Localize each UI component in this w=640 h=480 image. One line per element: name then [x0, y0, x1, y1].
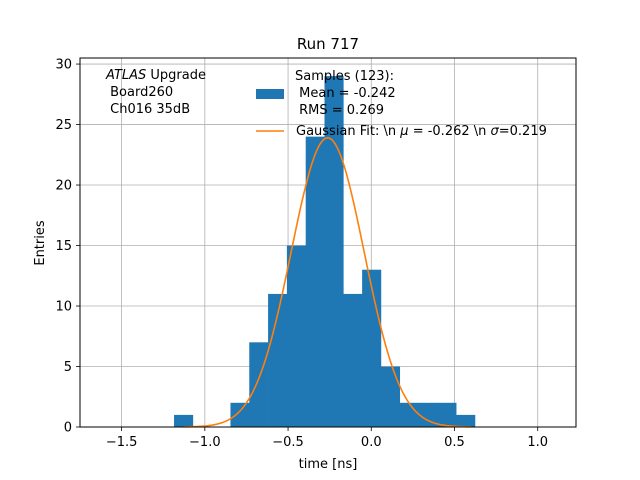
y-tick-label: 30: [55, 58, 72, 73]
legend-fit-sigma-symbol: σ: [491, 124, 500, 139]
fit-curve: [183, 137, 472, 428]
annotation-atlas: ATLAS: [105, 68, 146, 83]
legend-fit-mu-symbol: μ: [399, 124, 408, 139]
y-tick-label: 0: [64, 421, 72, 436]
plot-frame: [79, 57, 577, 428]
legend-fit-label: Gaussian Fit: \n μ = -0.262 \n σ=0.219: [296, 124, 547, 139]
axis-ticks: −1.5 −1.0 −0.5 0.0 0.5 1.0 0 5 10 15 20 25 30: [55, 58, 548, 450]
annotation-line-3: Ch016 35dB: [106, 102, 190, 117]
y-tick-label: 10: [55, 300, 72, 315]
y-tick-label: 15: [55, 239, 72, 254]
histogram-bar: [268, 293, 288, 427]
histogram-bar: [249, 342, 269, 427]
atlas-annotation: ATLAS Upgrade Board260 Ch016 35dB: [105, 68, 206, 117]
legend-fit-part-3: = -0.262 \n: [409, 124, 491, 139]
x-tick-label: −1.5: [106, 435, 138, 450]
y-axis-label: Entries: [33, 220, 48, 266]
histogram-bar: [343, 293, 363, 427]
legend-histogram-mean: Mean = -0.242: [295, 86, 396, 101]
histogram-bar: [456, 414, 476, 427]
annotation-line-1: ATLAS Upgrade: [105, 68, 206, 83]
y-tick-label: 20: [55, 179, 72, 194]
histogram-bar: [324, 76, 344, 428]
y-tick-label: 25: [55, 118, 72, 133]
legend-fit-part-5: =0.219: [499, 124, 547, 139]
x-tick-label: 0.5: [444, 435, 465, 450]
legend-histogram-rms: RMS = 0.269: [295, 103, 384, 118]
annotation-line-2: Board260: [106, 85, 173, 100]
histogram-bar: [399, 402, 419, 427]
histogram-bar: [230, 402, 250, 427]
legend-histogram-swatch: [256, 89, 284, 99]
legend-fit-part-1: Gaussian Fit: \n: [296, 124, 400, 139]
x-tick-label: 1.0: [527, 435, 548, 450]
x-tick-label: −1.0: [189, 435, 221, 450]
histogram-bar: [380, 366, 401, 427]
gaussian-fit: [183, 137, 472, 428]
x-tick-label: −0.5: [272, 435, 304, 450]
histogram-bar: [286, 245, 306, 427]
legend-histogram-label: Samples (123):: [295, 69, 394, 84]
histogram-bar: [418, 402, 438, 427]
annotation-upgrade: Upgrade: [146, 68, 206, 83]
histogram-bar: [305, 136, 325, 427]
y-tick-label: 5: [64, 360, 72, 375]
x-tick-label: 0.0: [361, 435, 382, 450]
histogram-bar: [174, 414, 194, 427]
histogram-bar: [362, 269, 382, 427]
x-axis-label: time [ns]: [299, 457, 358, 472]
legend: Samples (123): Mean = -0.242 RMS = 0.269…: [256, 69, 547, 139]
histogram-bar: [437, 402, 457, 427]
chart-title: Run 717: [297, 35, 359, 53]
